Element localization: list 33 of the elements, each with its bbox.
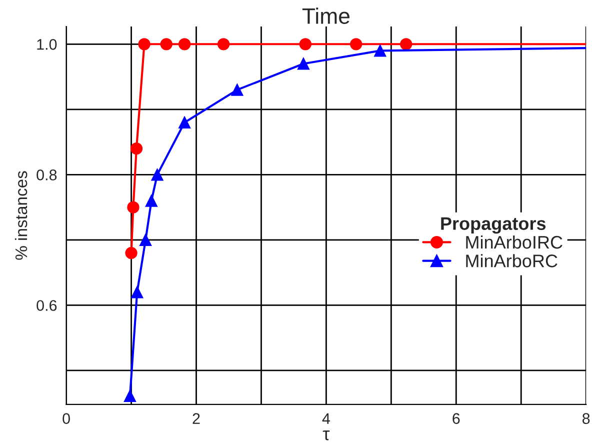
point (178, 38, 191, 50)
point (299, 38, 312, 50)
point (139, 234, 152, 246)
x-tick-label: 8 (582, 413, 590, 424)
x-tick-label: 2 (192, 413, 200, 424)
x-tick-label: 6 (452, 413, 460, 424)
point (178, 116, 191, 129)
point (400, 38, 412, 50)
legend-title: Propagators (441, 217, 546, 234)
point (350, 38, 362, 50)
x-tick-label: 4 (322, 413, 330, 424)
point (151, 168, 164, 181)
point (127, 201, 140, 214)
legend-label: MinArboRC (466, 254, 558, 268)
legend-label: MinArboIRC (466, 235, 562, 249)
point (231, 84, 244, 96)
y-tick-label: 0.6 (36, 300, 57, 311)
point (145, 194, 158, 207)
point (125, 246, 138, 260)
y-tick-label: 1.0 (37, 39, 57, 50)
point (124, 390, 136, 402)
point (297, 58, 310, 70)
point (138, 38, 150, 50)
y-tick-label: 0.8 (36, 170, 57, 180)
chart-title: Time (302, 8, 350, 24)
y-axis-title: % instances (14, 171, 28, 260)
point (217, 38, 230, 50)
x-tick-label: 0 (62, 413, 70, 424)
point (130, 142, 143, 155)
point (131, 286, 144, 298)
point (374, 44, 386, 57)
point (160, 38, 172, 50)
x-axis-title: τ (322, 430, 330, 440)
